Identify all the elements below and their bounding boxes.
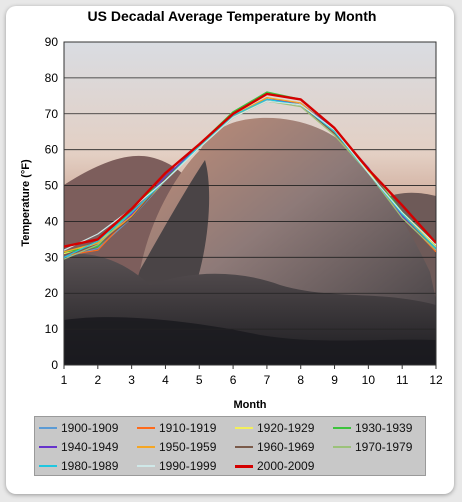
legend-item: 1930-1939 [333,421,412,435]
chart-legend: 1900-1909 1910-1919 1920-1929 1930-1939 1940… [34,416,426,476]
legend-label: 1900-1909 [61,421,119,435]
legend-swatch [137,465,155,467]
legend-swatch [333,446,351,448]
legend-label: 1960-1969 [257,440,315,454]
legend-item: 1980-1989 [39,459,118,473]
legend-item: 1990-1999 [137,459,216,473]
y-tick-label: 20 [45,286,59,300]
grid-lines [64,77,436,330]
x-tick-label: 8 [297,373,304,387]
legend-label: 1910-1919 [159,421,217,435]
legend-item: 1960-1969 [235,440,314,454]
y-tick-label: 30 [45,250,59,264]
y-tick-label: 70 [45,107,59,121]
legend-label: 1930-1939 [355,421,413,435]
legend-label: 1940-1949 [61,440,119,454]
x-tick-label: 12 [429,373,443,387]
x-tick-label: 9 [331,373,338,387]
y-tick-label: 80 [45,71,59,85]
legend-item: 1940-1949 [39,440,118,454]
legend-swatch [137,446,155,448]
legend-item: 1900-1909 [39,421,118,435]
y-axis-label: Temperature (°F) [20,159,32,247]
plot-area-border [63,41,437,366]
legend-item: 1970-1979 [333,440,412,454]
legend-swatch [235,446,253,448]
legend-item: 1910-1919 [137,421,216,435]
legend-swatch [333,427,351,429]
y-tick-label: 10 [45,322,59,336]
legend-label: 1990-1999 [159,459,217,473]
y-tick-label: 50 [45,179,59,193]
series-line-2000-2009 [64,92,436,248]
legend-swatch [235,427,253,429]
legend-swatch [39,427,57,429]
x-tick-label: 11 [396,373,409,387]
x-tick-label: 4 [162,373,169,387]
legend-label: 2000-2009 [257,459,315,473]
x-tick-label: 6 [230,373,237,387]
x-axis-ticks: 1 2 3 4 5 6 7 8 9 10 11 12 [61,365,443,387]
legend-label: 1980-1989 [61,459,119,473]
legend-swatch [39,446,57,448]
legend-label: 1920-1929 [257,421,315,435]
legend-label: 1950-1959 [159,440,217,454]
x-tick-label: 2 [94,373,101,387]
x-tick-label: 10 [362,373,376,387]
y-tick-label: 90 [45,35,59,49]
x-tick-label: 7 [264,373,271,387]
background-photo [64,42,436,365]
legend-swatch [235,464,253,468]
chart-title: US Decadal Average Temperature by Month [88,8,377,24]
y-tick-label: 40 [45,214,59,228]
legend-item: 2000-2009 [235,459,314,473]
x-tick-label: 3 [128,373,135,387]
series-lines [64,91,436,260]
legend-label: 1970-1979 [355,440,413,454]
legend-swatch [137,427,155,429]
x-axis-label: Month [234,399,267,411]
legend-item: 1920-1929 [235,421,314,435]
x-tick-label: 5 [196,373,203,387]
legend-item: 1950-1959 [137,440,216,454]
legend-swatch [39,465,57,467]
x-tick-label: 1 [61,373,68,387]
y-tick-label: 0 [51,358,58,372]
y-tick-label: 60 [45,143,59,157]
y-axis-ticks: 0 10 20 30 40 50 60 70 80 90 [45,35,59,372]
